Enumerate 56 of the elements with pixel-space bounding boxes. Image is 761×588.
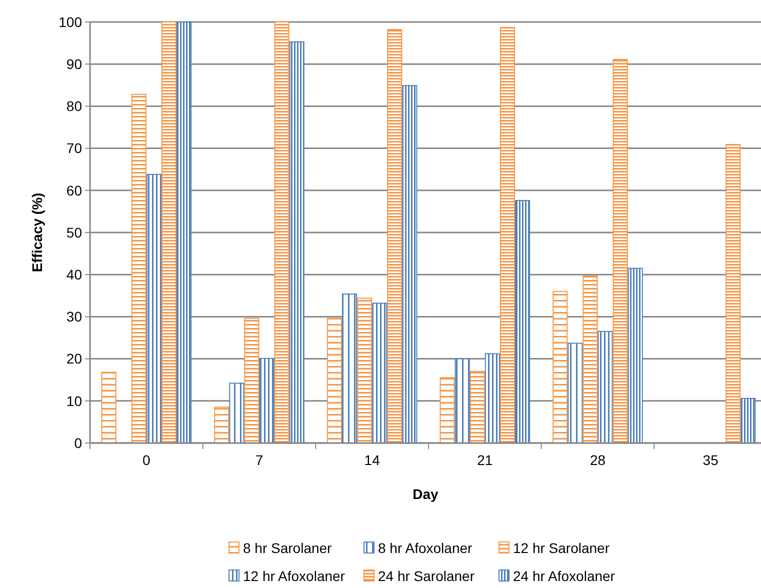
legend-label: 8 hr Afoxolaner: [378, 540, 473, 556]
bar: [342, 293, 358, 444]
bar: [131, 94, 146, 444]
y-tick-label: 40: [66, 266, 82, 282]
bar: [289, 41, 304, 444]
bar: [161, 22, 177, 444]
x-tick-label: 28: [590, 452, 606, 468]
bar: [598, 330, 613, 444]
bar: [568, 342, 583, 444]
bar: [500, 26, 516, 444]
x-tick-label: 35: [702, 452, 719, 468]
bar: [372, 302, 388, 444]
y-tick-label: 50: [66, 224, 82, 240]
bar: [357, 298, 372, 444]
bar: [515, 200, 530, 444]
bar: [387, 29, 402, 444]
bar: [229, 382, 244, 444]
legend-label: 24 hr Sarolaner: [378, 568, 475, 584]
y-tick-label: 0: [74, 434, 82, 451]
bar: [726, 144, 741, 444]
x-tick-label: 14: [364, 452, 380, 468]
legend-label: 8 hr Sarolaner: [243, 540, 332, 556]
legend-label: 12 hr Sarolaner: [513, 540, 610, 556]
y-tick-label: 60: [66, 182, 82, 198]
bar: [582, 275, 598, 444]
legend-label: 24 hr Afoxolaner: [513, 568, 616, 584]
x-tick-label: 21: [477, 452, 493, 468]
bar: [274, 22, 290, 444]
bar: [146, 174, 162, 444]
bar: [628, 268, 643, 444]
bar: [244, 318, 260, 444]
y-tick-label: 90: [66, 56, 82, 72]
bar: [214, 406, 230, 444]
bar: [612, 58, 628, 444]
legend-label: 12 hr Afoxolaner: [243, 568, 346, 584]
bar: [326, 318, 342, 444]
bar: [402, 85, 418, 444]
y-tick-label: 70: [66, 140, 82, 156]
bar: [259, 358, 274, 444]
x-tick-label: 0: [142, 452, 151, 468]
bar: [176, 22, 192, 444]
y-tick-label: 20: [66, 350, 82, 367]
bar: [440, 377, 455, 444]
y-tick-label: 30: [66, 308, 82, 325]
bar: [470, 370, 485, 444]
bar: [101, 372, 116, 444]
y-tick-label: 80: [66, 98, 82, 114]
y-tick-label: 100: [58, 14, 82, 30]
x-tick-label: 7: [255, 452, 264, 468]
bar: [552, 290, 568, 444]
bar: [484, 353, 500, 444]
y-axis-title: Efficacy (%): [29, 192, 45, 272]
bar: [454, 358, 470, 444]
bar: [740, 398, 756, 444]
y-tick-label: 10: [66, 392, 82, 409]
x-axis-title: Day: [412, 486, 439, 502]
